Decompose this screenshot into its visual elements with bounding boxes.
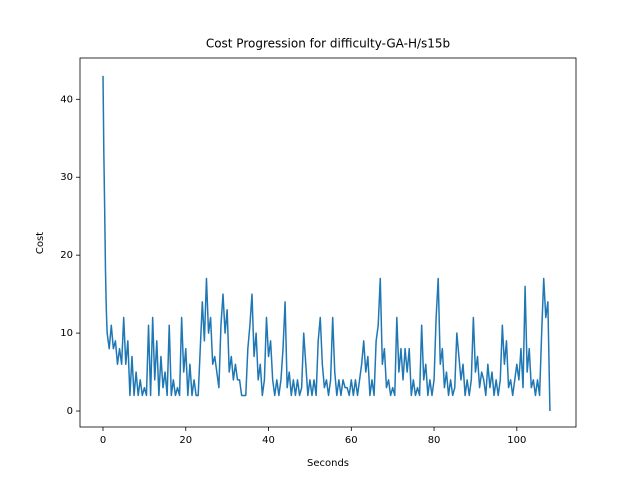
y-tick-label: 10 — [60, 328, 73, 339]
x-axis-label: Seconds — [307, 458, 349, 469]
x-tick-label: 100 — [507, 435, 526, 446]
x-tick-label: 0 — [100, 435, 106, 446]
y-tick-label: 30 — [60, 172, 73, 183]
y-tick-label: 0 — [67, 406, 73, 417]
data-line — [102, 75, 551, 412]
x-tick-label: 40 — [262, 435, 275, 446]
x-tick-label: 20 — [179, 435, 192, 446]
chart-title: Cost Progression for difficulty-GA-H/s15… — [206, 37, 450, 51]
plot-frame — [79, 57, 577, 428]
x-tick-label: 60 — [345, 435, 358, 446]
y-tick-label: 20 — [60, 250, 73, 261]
y-axis-label: Cost — [35, 232, 46, 254]
y-tick-label: 40 — [60, 94, 73, 105]
x-tick-label: 80 — [428, 435, 441, 446]
